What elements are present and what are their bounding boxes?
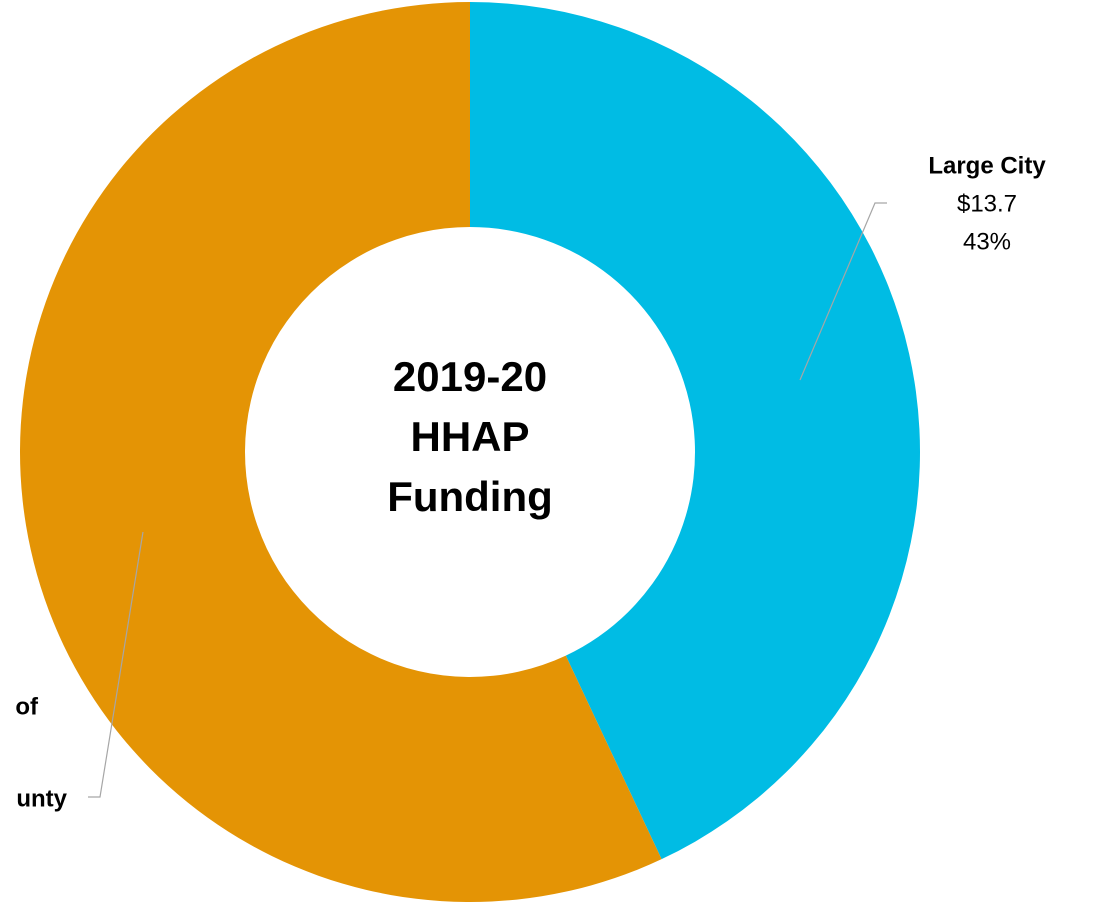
donut-slice [20, 2, 662, 902]
value-label: 43% [963, 228, 1011, 255]
center-title: Funding [387, 473, 553, 520]
amount-label: $13.7 [957, 190, 1017, 217]
donut-slice [470, 2, 920, 860]
slices [20, 2, 920, 902]
labels: 2019-20 HHAP Funding Large City $13.7 43% of un… [15, 152, 1046, 812]
category-label: unty [16, 785, 67, 812]
leader-line [799, 202, 887, 381]
leader-line [88, 531, 144, 798]
center-title: 2019-20 [393, 353, 547, 400]
center-title: HHAP [410, 413, 529, 460]
category-label: Large City [928, 152, 1046, 179]
category-label: of [15, 693, 39, 720]
